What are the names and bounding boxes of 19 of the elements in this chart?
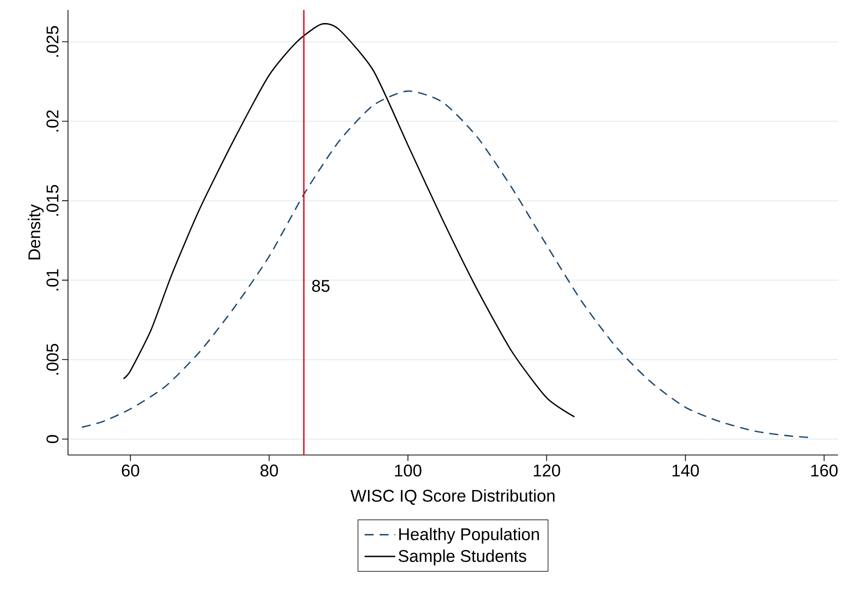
y-tick-label: .015: [46, 184, 58, 216]
legend-label: Healthy Population: [399, 528, 539, 544]
y-tick-label: .025: [46, 26, 58, 57]
y-tick-label: 0: [46, 435, 58, 444]
x-tick-label: 140: [672, 464, 699, 477]
x-tick-label: 160: [811, 464, 838, 477]
x-axis-title: WISC IQ Score Distribution: [350, 489, 554, 505]
y-tick-label: .005: [46, 344, 58, 375]
x-tick-label: 80: [260, 464, 278, 477]
x-tick-label: 120: [534, 464, 560, 477]
line-series: [81, 90, 811, 438]
line-series: [122, 23, 576, 418]
y-tick-label: .02: [46, 110, 58, 132]
y-axis-title: Density: [28, 204, 44, 260]
x-tick-label: 60: [122, 464, 140, 477]
legend-label: Sample Students: [398, 550, 526, 566]
x-tick-label: 100: [395, 464, 422, 477]
ref-line-label: 85: [312, 280, 330, 292]
y-tick-label: .01: [46, 269, 58, 290]
